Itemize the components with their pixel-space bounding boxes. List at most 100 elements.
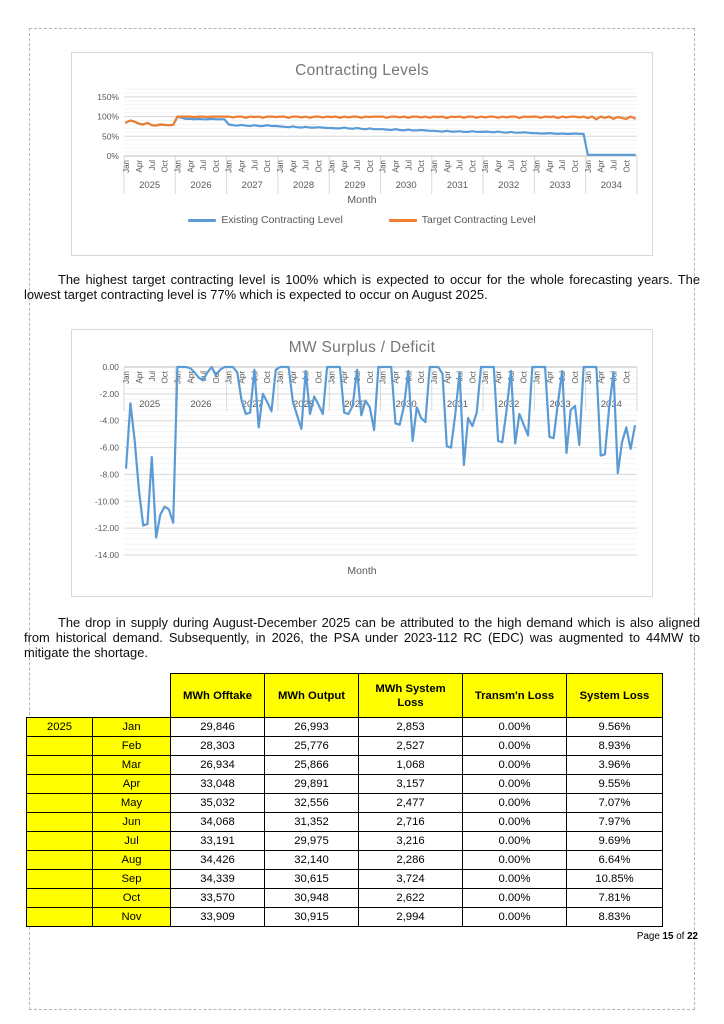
month-tick-label: Jan — [276, 371, 285, 384]
month-tick-label: Jul — [199, 370, 208, 380]
month-tick-label: Jan — [379, 371, 388, 384]
value-cell: 33,570 — [170, 888, 265, 909]
month-tick-label: Oct — [161, 370, 170, 383]
month-tick-label: Apr — [545, 160, 554, 173]
year-tick-label: 2026 — [190, 180, 211, 191]
month-tick-label: Jan — [430, 160, 439, 173]
y-tick-label: 0.00 — [102, 362, 119, 372]
year-cell — [26, 850, 93, 871]
month-tick-label: Oct — [622, 159, 631, 172]
value-cell: 33,909 — [170, 907, 265, 928]
value-cell: 32,556 — [264, 793, 359, 814]
value-cell: 29,975 — [264, 831, 359, 852]
chart-legend: Existing Contracting Level Target Contra… — [72, 214, 652, 226]
value-cell: 0.00% — [462, 736, 567, 757]
month-tick-label: Jul — [199, 160, 208, 170]
legend-label: Existing Contracting Level — [221, 214, 343, 226]
mw-surplus-deficit-plot: 0.00 -2.00 -4.00 -6.00 -8.00 -10.00 -12.00 -14.… — [95, 362, 638, 560]
month-tick-label: Jul — [250, 160, 259, 170]
y-tick-label: -14.00 — [95, 550, 119, 560]
year-tick-label: 2030 — [396, 180, 417, 191]
footer-page-label: Page — [636, 931, 660, 943]
table-corner-blank — [27, 674, 93, 718]
month-tick-label: Jan — [276, 160, 285, 173]
month-tick-label: Oct — [571, 159, 580, 172]
legend-label: Target Contracting Level — [421, 214, 536, 226]
value-cell: 26,993 — [264, 717, 359, 738]
month-tick-label: Jul — [507, 160, 516, 170]
value-cell: 3,216 — [358, 831, 463, 852]
year-tick-label: 2034 — [601, 180, 622, 191]
year-cell — [26, 907, 93, 928]
month-tick-label: Jul — [404, 160, 413, 170]
month-tick-label: Apr — [289, 160, 298, 173]
table-row: May 35,032 32,556 2,477 0.00% 7.07% — [26, 793, 663, 814]
month-cell: Apr — [92, 774, 171, 795]
table-row: Jul 33,191 29,975 3,216 0.00% 9.69% — [26, 831, 663, 852]
x-axis-title: Month — [347, 564, 377, 577]
table-row: Feb 28,303 25,776 2,527 0.00% 8.93% — [26, 736, 663, 757]
value-cell: 34,068 — [170, 812, 265, 833]
legend-item-existing: Existing Contracting Level — [188, 214, 343, 226]
column-header: MWh Output — [264, 673, 359, 719]
year-tick-label: 2031 — [447, 180, 468, 191]
month-tick-label: Jul — [353, 160, 362, 170]
value-cell: 0.00% — [462, 717, 567, 738]
month-tick-label: Jul — [558, 160, 567, 170]
year-cell — [26, 888, 93, 909]
table-row: Aug 34,426 32,140 2,286 0.00% 6.64% — [26, 850, 663, 871]
month-tick-label: Jan — [430, 371, 439, 384]
month-cell: Sep — [92, 869, 171, 890]
month-tick-label: Apr — [238, 370, 247, 383]
year-tick-label: 2033 — [549, 399, 570, 410]
value-cell: 30,948 — [264, 888, 359, 909]
month-tick-label: Oct — [366, 370, 375, 383]
value-cell: 32,140 — [264, 850, 359, 871]
year-cell — [26, 774, 93, 795]
column-header: MWh System Loss — [358, 673, 463, 719]
month-tick-label: Oct — [520, 159, 529, 172]
value-cell: 0.00% — [462, 869, 567, 890]
month-tick-label: Jan — [481, 371, 490, 384]
month-tick-label: Jan — [379, 160, 388, 173]
table-corner-blank — [93, 674, 171, 718]
value-cell: 2,286 — [358, 850, 463, 871]
month-tick-label: Oct — [366, 159, 375, 172]
month-tick-label: Jul — [148, 160, 157, 170]
year-tick-label: 2032 — [498, 180, 519, 191]
month-tick-label: Oct — [468, 159, 477, 172]
month-tick-label: Apr — [238, 160, 247, 173]
month-tick-label: Apr — [340, 370, 349, 383]
table-row: Oct 33,570 30,948 2,622 0.00% 7.81% — [26, 888, 663, 909]
year-tick-label: 2025 — [139, 180, 160, 191]
value-cell: 9.56% — [566, 717, 663, 738]
year-cell — [26, 736, 93, 757]
month-tick-label: Oct — [417, 159, 426, 172]
year-cell — [26, 812, 93, 833]
month-tick-label: Oct — [263, 159, 272, 172]
month-tick-label: Jan — [122, 371, 131, 384]
year-tick-label: 2025 — [139, 399, 160, 410]
value-cell: 34,426 — [170, 850, 265, 871]
series-line — [124, 115, 637, 156]
page-footer: Page 15 of 22 — [12, 931, 698, 942]
value-cell: 31,352 — [264, 812, 359, 833]
footer-page-number: 15 — [662, 931, 674, 943]
chart-title: MW Surplus / Deficit — [288, 338, 436, 356]
month-tick-label: Jul — [302, 160, 311, 170]
value-cell: 0.00% — [462, 755, 567, 776]
y-tick-label: -4.00 — [100, 415, 120, 425]
month-tick-label: Apr — [186, 160, 195, 173]
value-cell: 30,615 — [264, 869, 359, 890]
month-cell: Oct — [92, 888, 171, 909]
page-border — [29, 28, 695, 1010]
month-cell: Mar — [92, 755, 171, 776]
value-cell: 2,716 — [358, 812, 463, 833]
month-cell: Nov — [92, 907, 171, 928]
year-tick-label: 2026 — [190, 399, 211, 410]
value-cell: 26,934 — [170, 755, 265, 776]
value-cell: 3,724 — [358, 869, 463, 890]
value-cell: 7.97% — [566, 812, 663, 833]
value-cell: 30,915 — [264, 907, 359, 928]
energy-table-head: MWh Offtake MWh Output MWh System Loss Tran… — [27, 673, 663, 719]
